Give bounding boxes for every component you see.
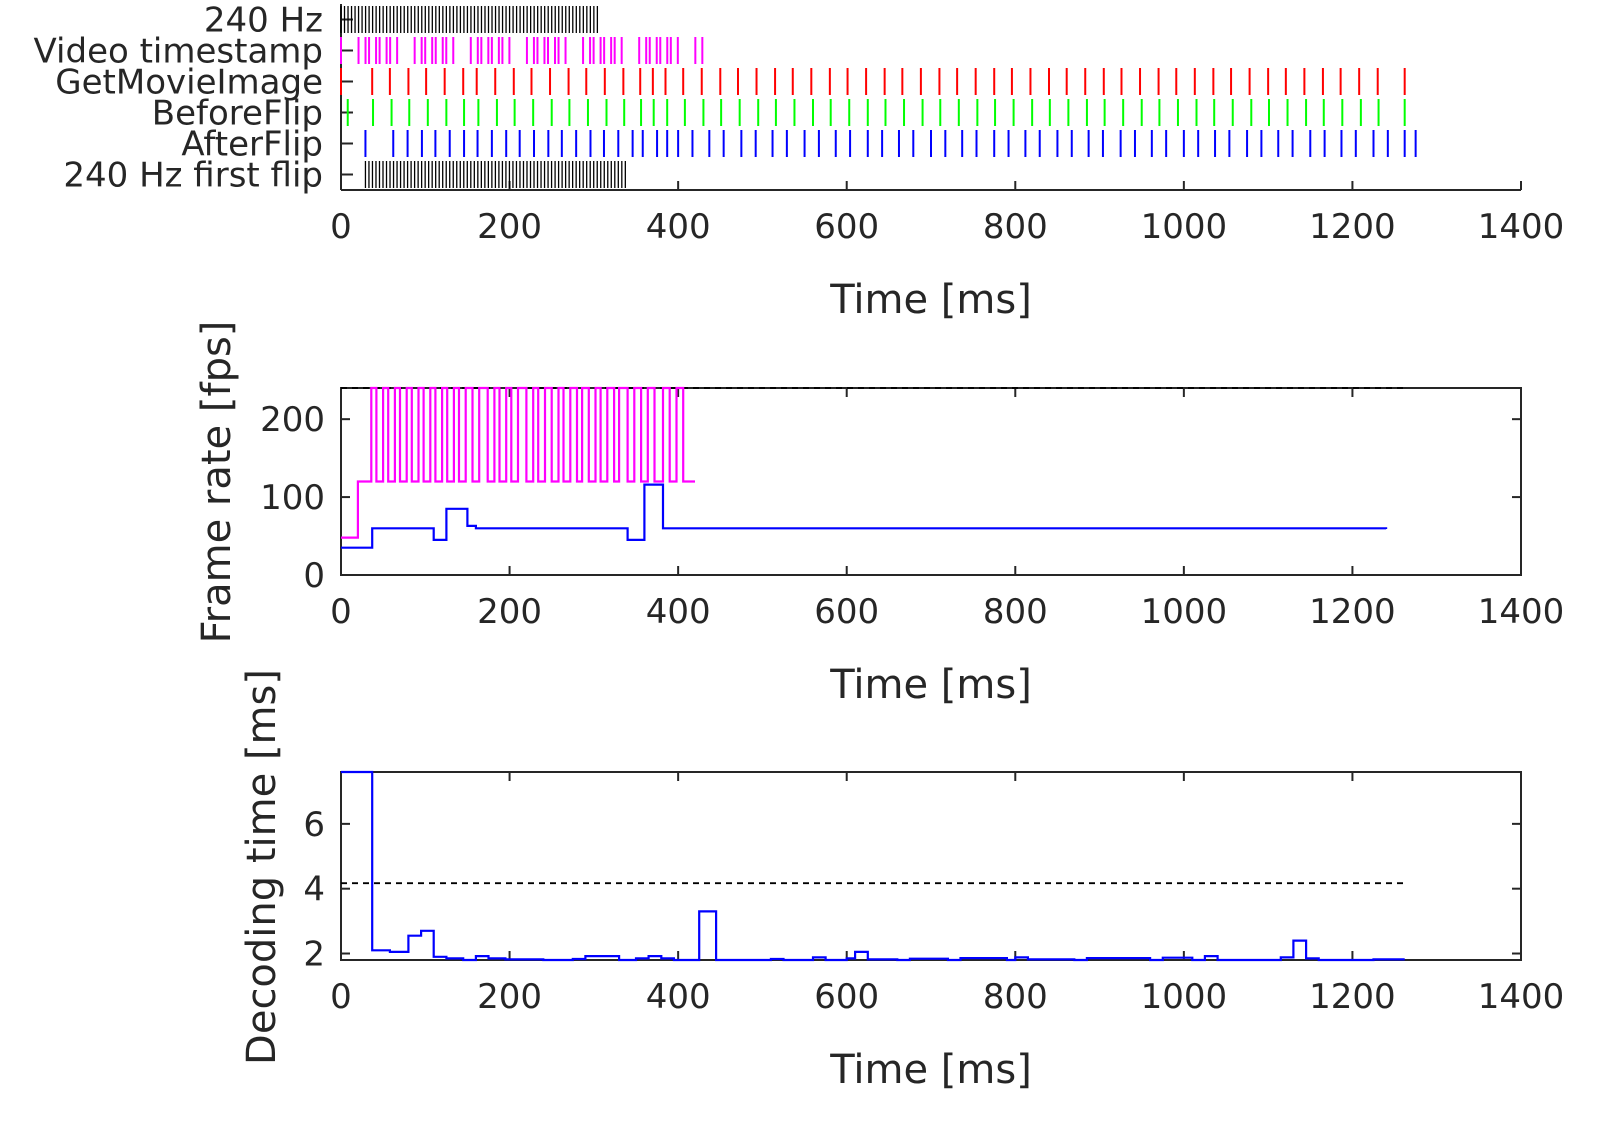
frame-rate-series-line <box>341 386 695 539</box>
frame-rate-x-axis-label: Time [ms] <box>829 662 1032 708</box>
decoding-time-x-tick-label: 600 <box>814 977 879 1017</box>
raster-row-label: GetMovieImage <box>55 63 323 103</box>
frame-rate-y-axis-label: Frame rate [fps] <box>194 321 240 644</box>
raster-x-axis-label: Time [ms] <box>829 277 1032 323</box>
decoding-time-plot-box <box>340 771 1522 961</box>
decoding-time-x-tick-label: 200 <box>477 977 542 1017</box>
frame-rate-x-tick-label: 600 <box>814 592 879 632</box>
frame-rate-series <box>341 386 1405 549</box>
decoding-time-tick-labels: 0 200 400 600 800 1000 1200 1400 2 4 6 <box>303 805 1564 1017</box>
decoding-time-x-tick-label: 1400 <box>1478 977 1565 1017</box>
frame-rate-x-tick-label: 200 <box>477 592 542 632</box>
decoding-time-x-tick-label: 400 <box>646 977 711 1017</box>
frame-rate-tick-labels: 0 200 400 600 800 1000 1200 1400 0 100 200 <box>260 400 1564 632</box>
frame-rate-plot-box <box>340 387 1522 576</box>
frame-rate-x-tick-label: 1000 <box>1141 592 1228 632</box>
frame-rate-y-tick-label: 100 <box>260 478 325 518</box>
raster-row-label: BeforeFlip <box>152 94 323 134</box>
raster-row-label: 240 Hz <box>204 1 323 41</box>
raster-x-tick-label: 600 <box>814 207 879 247</box>
frame-rate-axes <box>340 387 1522 576</box>
frame-rate-x-tick-label: 0 <box>330 592 352 632</box>
frame-rate-x-tick-label: 800 <box>983 592 1048 632</box>
frame-rate-x-tick-label: 400 <box>646 592 711 632</box>
decoding-time-y-tick-label: 2 <box>303 935 325 975</box>
decoding-time-x-tick-label: 1200 <box>1309 977 1396 1017</box>
decoding-time-y-tick-label: 6 <box>303 805 325 845</box>
decoding-time-axes <box>340 771 1522 961</box>
frame-rate-y-tick-label: 0 <box>303 556 325 596</box>
decoding-time-y-tick-label: 4 <box>303 870 325 910</box>
frame-rate-series-line <box>341 483 1388 549</box>
raster-x-tick-label: 1000 <box>1141 207 1228 247</box>
frame-rate-x-tick-label: 1400 <box>1478 592 1565 632</box>
decoding-time-x-tick-label: 0 <box>330 977 352 1017</box>
raster-x-tick-label: 1400 <box>1478 207 1565 247</box>
raster-x-tick-label: 800 <box>983 207 1048 247</box>
raster-marks <box>340 6 1417 188</box>
decoding-time-series <box>341 770 1405 962</box>
decoding-time-x-axis-label: Time [ms] <box>829 1047 1032 1093</box>
raster-x-tick-labels: 0 200 400 600 800 1000 1200 1400 <box>330 207 1564 247</box>
decoding-time-x-tick-label: 800 <box>983 977 1048 1017</box>
decoding-time-x-tick-label: 1000 <box>1141 977 1228 1017</box>
raster-x-tick-label: 200 <box>477 207 542 247</box>
frame-rate-x-tick-label: 1200 <box>1309 592 1396 632</box>
raster-row-label: AfterFlip <box>181 125 323 165</box>
decoding-time-y-axis-label: Decoding time [ms] <box>239 669 285 1065</box>
decoding-time-panel: 0 200 400 600 800 1000 1200 1400 2 4 6 Time [ms] D… <box>239 669 1564 1093</box>
raster-row-label: 240 Hz first flip <box>63 156 323 196</box>
raster-x-tick-label: 1200 <box>1309 207 1396 247</box>
frame-rate-panel: 0 200 400 600 800 1000 1200 1400 0 100 200 Time [m… <box>194 321 1564 708</box>
raster-x-tick-label: 400 <box>646 207 711 247</box>
decoding-time-series-line <box>341 770 1405 962</box>
raster-row-label: Video timestamp <box>34 32 323 72</box>
frame-rate-y-tick-label: 200 <box>260 400 325 440</box>
raster-x-tick-label: 0 <box>330 207 352 247</box>
